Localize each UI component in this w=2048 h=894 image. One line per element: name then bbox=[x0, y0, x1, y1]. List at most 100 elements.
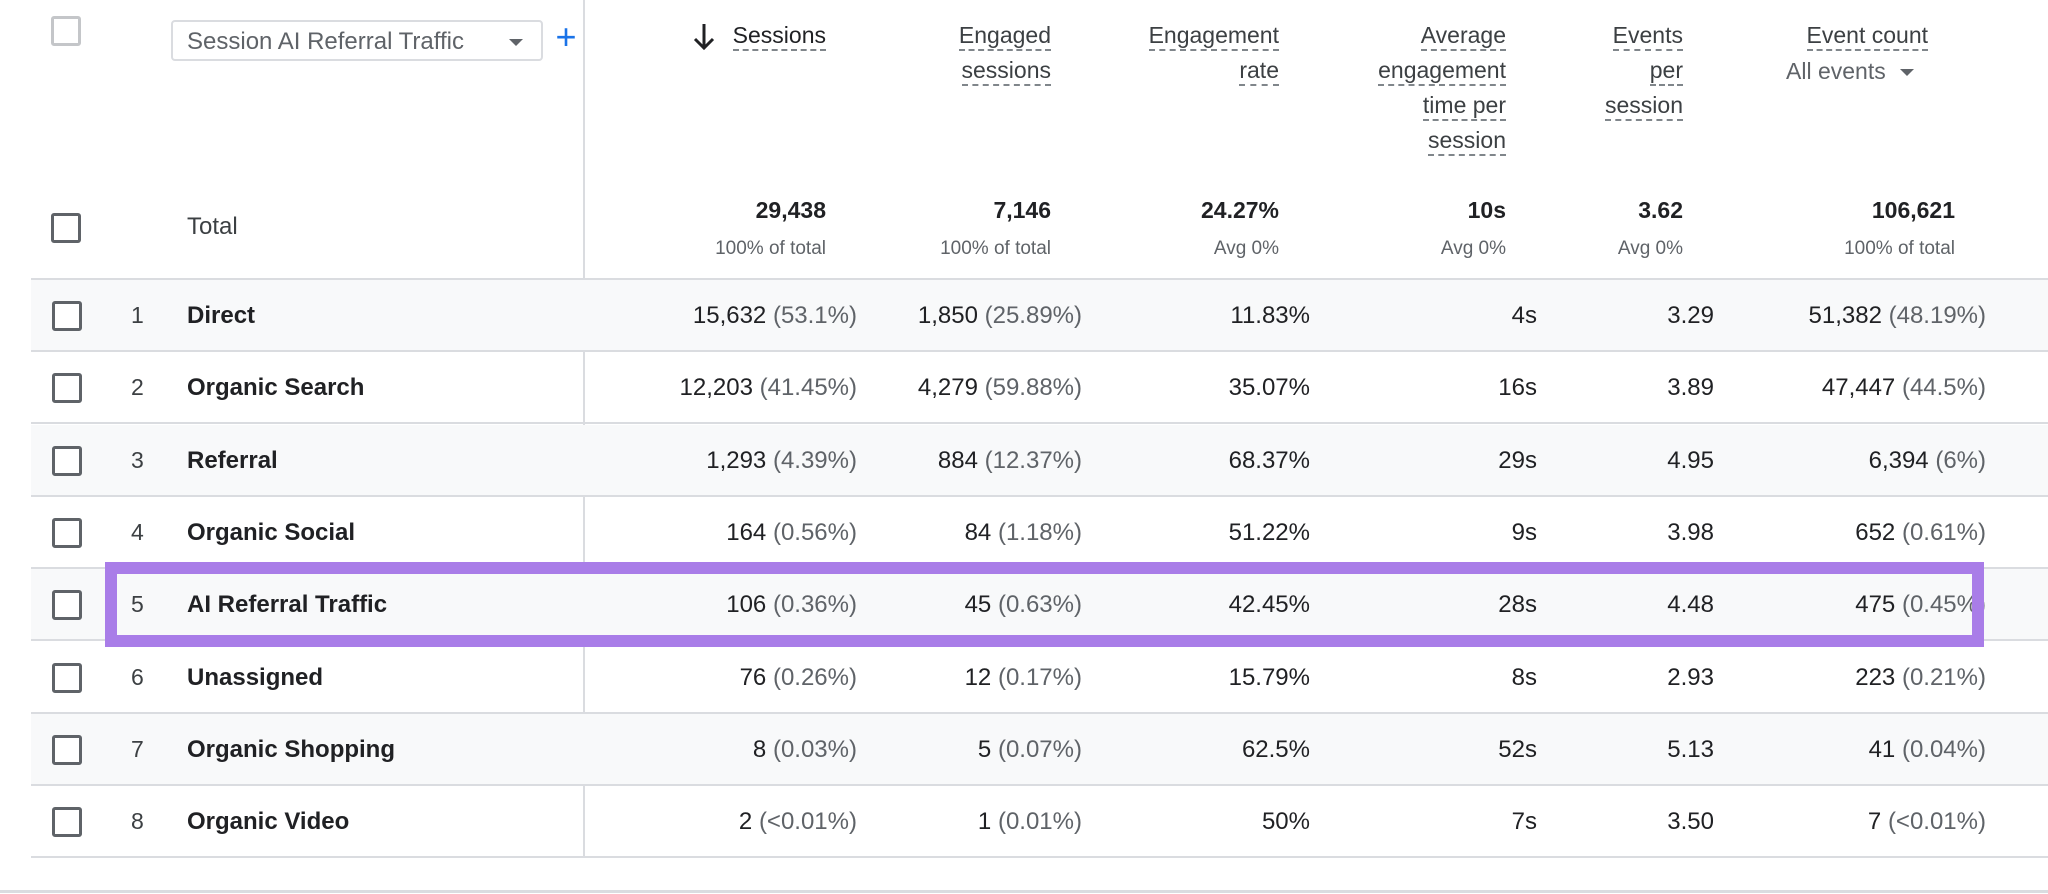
row-events-value: 223 bbox=[1855, 663, 1896, 691]
sort-descending-icon[interactable] bbox=[692, 22, 716, 52]
row-sessions-pct: (41.45%) bbox=[759, 374, 857, 402]
row-sessions-pct: (<0.01%) bbox=[758, 808, 857, 836]
row-events-value: 475 bbox=[1855, 591, 1896, 619]
table-row[interactable]: 3 Referral 1,293 (4.39%) 884 (12.37%) 68.37%… bbox=[31, 424, 2048, 497]
row-avg-engagement-time: 52s bbox=[1498, 735, 1537, 763]
row-engaged-sessions: 45 (0.63%) bbox=[965, 591, 1082, 619]
dimension-selector[interactable]: Session AI Referral Traffic bbox=[171, 20, 543, 61]
row-events-per-session: 4.48 bbox=[1667, 591, 1714, 619]
row-event-count: 7 (<0.01%) bbox=[1868, 808, 1986, 836]
total-engaged-sessions-sub: 100% of total bbox=[940, 238, 1051, 259]
row-event-count: 47,447 (44.5%) bbox=[1822, 374, 1986, 402]
row-engaged-pct: (1.18%) bbox=[997, 518, 1082, 546]
column-header-line: Event count bbox=[1806, 22, 1928, 51]
column-header-engagement-rate[interactable]: Engagement rate bbox=[1148, 18, 1279, 88]
row-engagement-rate: 62.5% bbox=[1241, 735, 1310, 763]
row-events-value: 41 bbox=[1868, 735, 1896, 763]
row-events-pct: (48.19%) bbox=[1888, 302, 1986, 329]
column-header-events-per-session[interactable]: Events per session bbox=[1605, 18, 1683, 123]
row-checkbox[interactable] bbox=[52, 445, 82, 476]
table-bottom-rule bbox=[0, 890, 2048, 893]
row-checkbox[interactable] bbox=[52, 590, 82, 621]
row-checkbox[interactable] bbox=[52, 301, 82, 331]
row-engaged-sessions: 84 (1.18%) bbox=[965, 519, 1082, 547]
table-row[interactable]: 2 Organic Search 12,203 (41.45%) 4,279 (59.… bbox=[31, 352, 2048, 425]
table-row[interactable]: 5 AI Referral Traffic 106 (0.36%) 45 (0.63%… bbox=[31, 569, 2048, 642]
total-events-per-session: 3.62 bbox=[1638, 197, 1683, 223]
row-events-pct: (<0.01%) bbox=[1887, 808, 1986, 836]
total-event-count: 106,621 bbox=[1871, 197, 1955, 223]
dimension-selector-label: Session AI Referral Traffic bbox=[187, 28, 465, 55]
table-row[interactable]: 4 Organic Social 164 (0.56%) 84 (1.18%) 51.2… bbox=[31, 497, 2048, 569]
row-checkbox[interactable] bbox=[52, 662, 82, 693]
column-header-line: Average bbox=[1420, 22, 1506, 51]
row-events-per-session: 2.93 bbox=[1667, 663, 1714, 691]
row-index: 5 bbox=[131, 591, 144, 618]
add-dimension-button[interactable]: + bbox=[555, 16, 577, 57]
row-events-value: 47,447 bbox=[1821, 374, 1896, 402]
row-engaged-value: 4,279 bbox=[917, 374, 978, 402]
row-event-count: 6,394 (6%) bbox=[1869, 447, 1986, 475]
row-sessions-value: 1,293 bbox=[706, 446, 767, 474]
table-row[interactable]: 6 Unassigned 76 (0.26%) 12 (0.17%) 15.79% 8s 2… bbox=[31, 642, 2048, 714]
column-header-event-count[interactable]: Event count bbox=[1806, 18, 1928, 53]
row-channel-name[interactable]: AI Referral Traffic bbox=[187, 591, 388, 619]
row-sessions: 76 (0.26%) bbox=[740, 664, 857, 692]
row-engaged-pct: (0.01%) bbox=[997, 808, 1082, 836]
row-engaged-pct: (0.07%) bbox=[997, 735, 1082, 763]
column-header-line: sessions bbox=[961, 57, 1051, 86]
row-events-pct: (44.5%) bbox=[1901, 374, 1986, 402]
column-header-sessions[interactable]: Sessions bbox=[732, 18, 826, 53]
row-sessions: 106 (0.36%) bbox=[726, 591, 857, 619]
row-channel-name[interactable]: Organic Shopping bbox=[187, 735, 395, 763]
row-index: 2 bbox=[131, 374, 144, 401]
row-channel-name[interactable]: Referral bbox=[187, 446, 278, 474]
column-header-line: Events bbox=[1612, 22, 1683, 51]
select-all-checkbox[interactable] bbox=[51, 16, 81, 46]
row-events-pct: (0.45%) bbox=[1901, 591, 1986, 619]
row-avg-engagement-time: 4s bbox=[1511, 302, 1537, 329]
row-channel-name[interactable]: Organic Video bbox=[187, 808, 350, 836]
column-header-engaged-sessions[interactable]: Engaged sessions bbox=[958, 18, 1051, 88]
row-engagement-rate: 35.07% bbox=[1228, 374, 1310, 402]
row-event-count: 223 (0.21%) bbox=[1855, 664, 1986, 692]
row-avg-engagement-time: 8s bbox=[1511, 663, 1537, 691]
row-engaged-value: 5 bbox=[977, 735, 992, 763]
table-row[interactable]: 1 Direct 15,632 (53.1%) 1,850 (25.89%) 11.83… bbox=[31, 280, 2048, 352]
row-index: 8 bbox=[131, 808, 144, 835]
row-engaged-pct: (12.37%) bbox=[984, 446, 1082, 474]
row-events-per-session: 3.29 bbox=[1667, 302, 1714, 329]
row-checkbox[interactable] bbox=[52, 807, 82, 838]
row-engaged-value: 45 bbox=[964, 591, 992, 619]
row-engaged-sessions: 4,279 (59.88%) bbox=[918, 374, 1082, 402]
row-event-count: 51,382 (48.19%) bbox=[1809, 302, 1986, 330]
row-engaged-sessions: 12 (0.17%) bbox=[965, 664, 1082, 692]
row-avg-engagement-time: 9s bbox=[1511, 518, 1537, 546]
row-engagement-rate: 11.83% bbox=[1230, 302, 1310, 329]
row-channel-name[interactable]: Unassigned bbox=[187, 663, 324, 691]
row-index: 6 bbox=[131, 663, 144, 690]
row-events-per-session: 3.89 bbox=[1667, 374, 1714, 402]
column-header-line: time per bbox=[1422, 92, 1506, 121]
row-checkbox[interactable] bbox=[52, 734, 82, 765]
totals-checkbox[interactable] bbox=[51, 213, 81, 243]
total-avg-engagement-time: 10s bbox=[1467, 197, 1506, 223]
row-engaged-value: 884 bbox=[937, 446, 978, 474]
total-event-count-sub: 100% of total bbox=[1844, 238, 1955, 259]
column-header-average-engagement-time[interactable]: Average engagement time per session bbox=[1378, 18, 1506, 158]
table-row[interactable]: 7 Organic Shopping 8 (0.03%) 5 (0.07%) 62.5%… bbox=[31, 713, 2048, 786]
row-channel-name[interactable]: Direct bbox=[187, 302, 256, 329]
row-events-per-session: 5.13 bbox=[1667, 735, 1714, 763]
row-event-count: 652 (0.61%) bbox=[1855, 519, 1986, 547]
row-checkbox[interactable] bbox=[52, 373, 82, 404]
row-sessions-value: 76 bbox=[739, 663, 767, 691]
event-count-filter[interactable]: All events bbox=[1786, 58, 1914, 85]
row-events-value: 652 bbox=[1855, 518, 1896, 546]
row-checkbox[interactable] bbox=[52, 517, 82, 548]
table-row[interactable]: 8 Organic Video 2 (<0.01%) 1 (0.01%) 50% 7s 3.… bbox=[31, 786, 2048, 859]
row-event-count: 475 (0.45%) bbox=[1855, 591, 1986, 619]
row-engaged-value: 1 bbox=[977, 808, 992, 836]
row-index: 1 bbox=[131, 302, 144, 328]
row-channel-name[interactable]: Organic Search bbox=[187, 374, 365, 402]
row-channel-name[interactable]: Organic Social bbox=[187, 518, 356, 546]
